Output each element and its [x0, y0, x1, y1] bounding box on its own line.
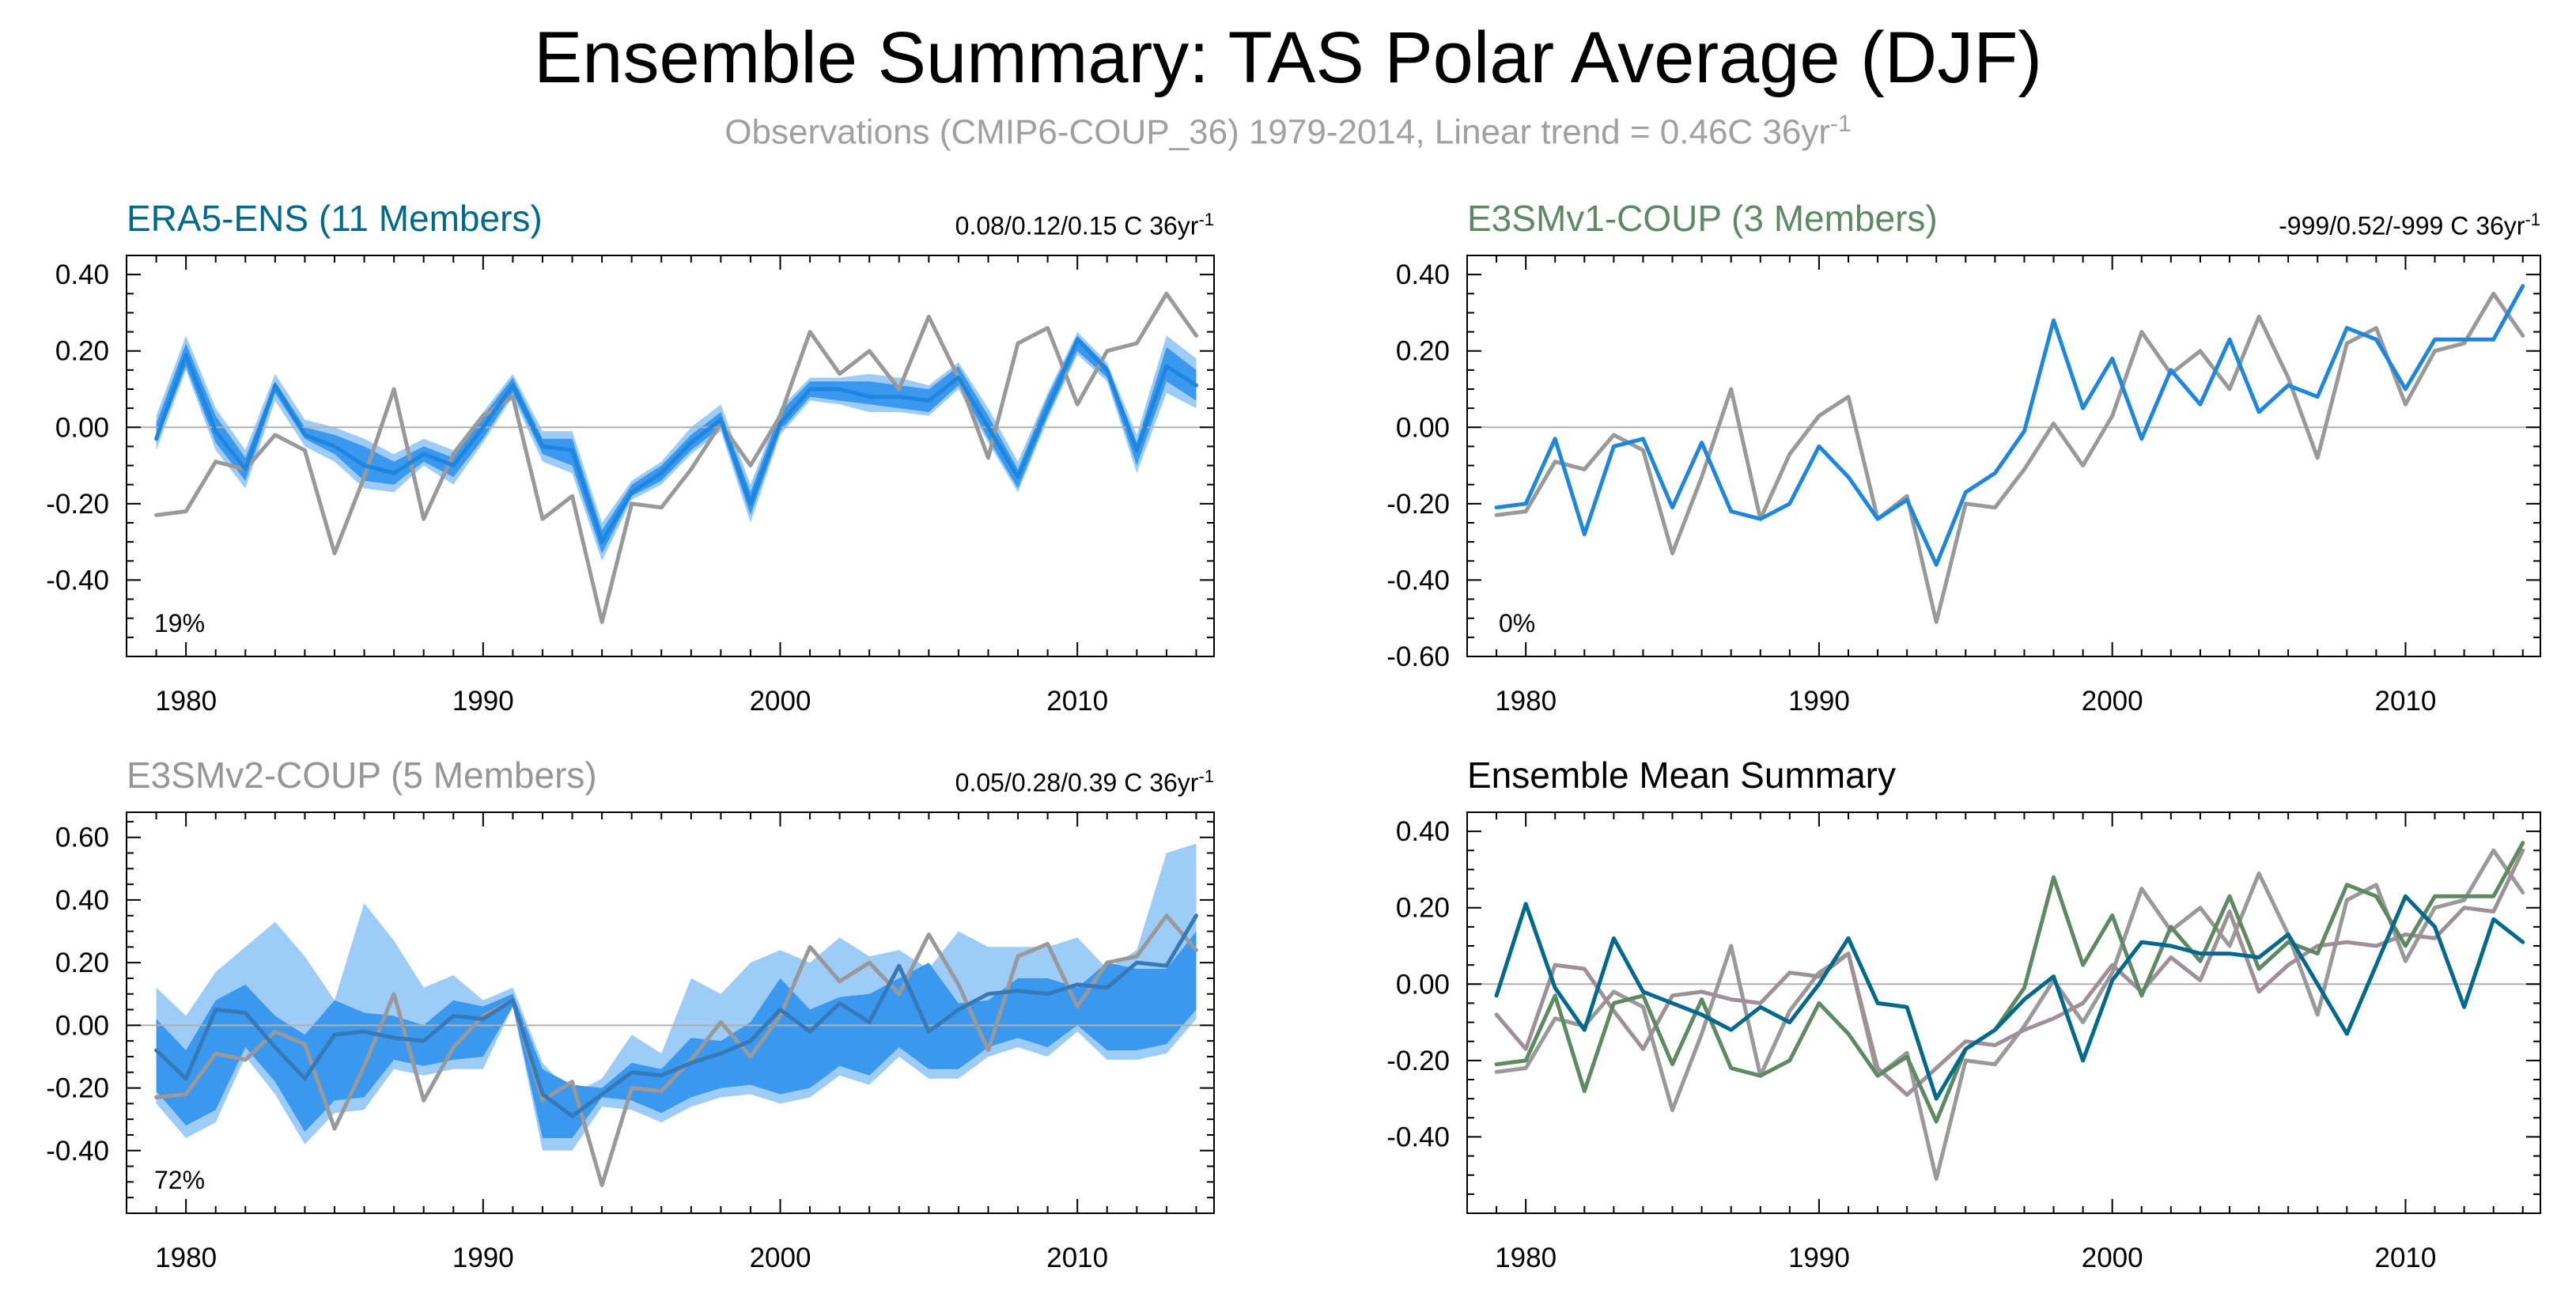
xtick-label-ensemble: 2010	[2375, 1243, 2437, 1273]
ytick-label-e3smv1: -0.20	[1386, 489, 1450, 520]
plot-frame-ensemble	[1466, 811, 2541, 1214]
plot-frame-era5	[126, 255, 1215, 657]
xtick-label-ensemble: 2000	[2082, 1243, 2143, 1273]
percent-label-era5: 19%	[154, 609, 206, 637]
series-ensemble-e3smv2_mean	[1494, 848, 2525, 1097]
ytick-label-e3smv1: 0.00	[1396, 412, 1450, 443]
xtick-label-era5: 2000	[750, 686, 811, 717]
panel-trend-e3smv1: -999/0.52/-999 C 36yr-1	[2135, 204, 2540, 242]
xtick-label-e3smv1: 1990	[1788, 686, 1850, 717]
xtick-label-e3smv1: 2000	[2082, 686, 2143, 717]
xtick-label-era5: 1990	[452, 686, 514, 717]
series-era5-ensemble_mean	[154, 337, 1198, 544]
ytick-label-ensemble: -0.20	[1386, 1046, 1450, 1076]
panel-title-era5: ERA5-ENS (11 Members)	[127, 198, 543, 239]
panel-trend-e3smv2: 0.05/0.28/0.39 C 36yr-1	[854, 761, 1214, 799]
panel-trend-era5: 0.08/0.12/0.15 C 36yr-1	[854, 204, 1214, 242]
trend-sup-e3smv2: -1	[1198, 766, 1214, 786]
xtick-label-e3smv2: 2010	[1046, 1243, 1108, 1273]
xtick-label-e3smv1: 1980	[1495, 686, 1557, 717]
ytick-label-e3smv2: 0.40	[55, 885, 109, 916]
xtick-label-e3smv2: 1990	[452, 1243, 514, 1273]
xtick-label-e3smv2: 1980	[155, 1243, 217, 1273]
panel-title-e3smv1: E3SMv1-COUP (3 Members)	[1467, 198, 1938, 239]
ytick-label-ensemble: 0.00	[1396, 969, 1450, 1000]
series-e3smv2-ensemble_mean	[154, 914, 1198, 1118]
plot-frame-e3smv2	[126, 811, 1215, 1214]
subtitle-text: Observations (CMIP6-COUP_36) 1979-2014, …	[724, 112, 1831, 152]
xtick-label-era5: 2010	[1046, 686, 1108, 717]
plot-frame-e3smv1	[1466, 255, 2541, 657]
trend-sup-e3smv1: -1	[2525, 210, 2540, 229]
xtick-label-ensemble: 1990	[1788, 1243, 1850, 1273]
figure-title: Ensemble Summary: TAS Polar Average (DJF…	[533, 17, 2043, 98]
ytick-label-e3smv2: 0.00	[55, 1010, 109, 1041]
percent-label-e3smv1: 0%	[1499, 609, 1536, 637]
panel-title-ensemble: Ensemble Mean Summary	[1467, 755, 1896, 796]
ytick-label-era5: 0.20	[55, 336, 109, 367]
trend-text-e3smv1: -999/0.52/-999 C 36yr	[2279, 211, 2525, 240]
band-inner-era5	[156, 335, 1197, 554]
panel-title-e3smv2: E3SMv2-COUP (5 Members)	[127, 755, 597, 796]
ytick-label-e3smv1: 0.40	[1396, 259, 1450, 290]
xtick-label-era5: 1980	[155, 686, 217, 717]
ytick-label-e3smv2: -0.40	[46, 1136, 109, 1167]
ytick-label-ensemble: 0.40	[1396, 816, 1450, 847]
series-e3smv2-obs	[154, 914, 1198, 1187]
ytick-label-e3smv1: -0.60	[1386, 641, 1450, 672]
figure-subtitle: Observations (CMIP6-COUP_36) 1979-2014, …	[0, 103, 2576, 154]
ytick-label-e3smv2: 0.60	[55, 823, 109, 853]
chart-e3smv2: 0.60 0.40 0.20 0.00 -0.20 -0.40 1980 1990 2000 20…	[46, 811, 1215, 1273]
ytick-label-era5: -0.20	[46, 489, 109, 520]
percent-label-e3smv2: 72%	[154, 1166, 206, 1194]
band-inner-e3smv2	[156, 931, 1197, 1138]
series-e3smv1-e3smv1	[1494, 284, 2525, 567]
ytick-label-e3smv1: 0.20	[1396, 336, 1450, 367]
band-outer-e3smv2	[156, 843, 1197, 1151]
series-era5-obs	[154, 291, 1198, 624]
chart-ensemble: 0.40 0.20 0.00 -0.20 -0.40 1980 1990 2000 2010	[1386, 811, 2541, 1273]
trend-text-era5: 0.08/0.12/0.15 C 36yr	[955, 211, 1199, 240]
ytick-label-era5: -0.40	[46, 565, 109, 596]
trend-sup-era5: -1	[1198, 210, 1214, 229]
series-ensemble-era5_mean	[1494, 894, 2525, 1101]
series-ensemble-obs	[1494, 848, 2525, 1181]
ytick-label-era5: 0.00	[55, 412, 109, 443]
series-e3smv1-obs	[1494, 291, 2525, 624]
series-ensemble-e3smv1_mean	[1494, 841, 2525, 1124]
xtick-label-ensemble: 1980	[1495, 1243, 1557, 1273]
ytick-label-e3smv2: 0.20	[55, 948, 109, 978]
chart-era5: 0.40 0.20 0.00 -0.20 -0.40 1980 1990 2000 2010	[46, 255, 1215, 717]
subtitle-superscript: -1	[1830, 111, 1852, 137]
band-outer-era5	[156, 331, 1197, 562]
chart-e3smv1: 0.40 0.20 0.00 -0.20 -0.40 -0.60 1980 1990 2000 2…	[1386, 255, 2541, 717]
ytick-label-ensemble: -0.40	[1386, 1122, 1450, 1152]
trend-text-e3smv2: 0.05/0.28/0.39 C 36yr	[955, 768, 1199, 797]
ytick-label-ensemble: 0.20	[1396, 893, 1450, 924]
xtick-label-e3smv1: 2010	[2375, 686, 2437, 717]
ytick-label-e3smv1: -0.40	[1386, 565, 1450, 596]
xtick-label-e3smv2: 2000	[750, 1243, 811, 1273]
ytick-label-e3smv2: -0.20	[46, 1073, 109, 1104]
ytick-label-era5: 0.40	[55, 259, 109, 290]
